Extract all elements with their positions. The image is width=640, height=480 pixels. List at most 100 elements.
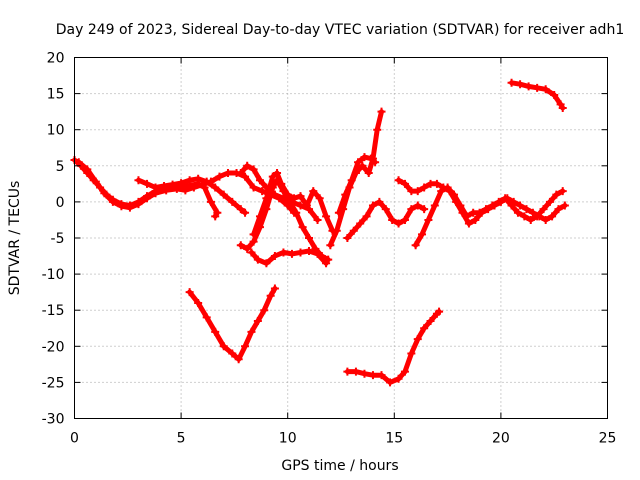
data-point	[302, 201, 311, 210]
data-point	[413, 187, 422, 196]
data-point	[400, 179, 409, 188]
data-point	[366, 154, 375, 163]
data-point	[211, 327, 220, 336]
data-point	[368, 201, 377, 210]
data-point	[296, 248, 305, 257]
data-point	[375, 197, 384, 206]
data-point	[125, 203, 134, 212]
data-point	[552, 190, 561, 199]
data-point	[215, 172, 224, 181]
data-point	[298, 223, 307, 232]
data-point	[545, 197, 554, 206]
data-point	[475, 208, 484, 217]
data-point	[142, 179, 151, 188]
data-point	[420, 205, 429, 214]
data-point	[533, 83, 542, 92]
data-point	[181, 186, 190, 195]
data-point	[243, 244, 252, 253]
data-point	[516, 80, 525, 89]
data-point	[258, 187, 267, 196]
series-track-6	[247, 246, 331, 268]
data-point	[520, 212, 529, 221]
data-point	[134, 176, 143, 185]
y-tick-label: 20	[47, 51, 65, 67]
data-point	[91, 177, 100, 186]
data-point	[243, 161, 252, 170]
series-track-3	[134, 174, 250, 217]
data-point	[266, 291, 275, 300]
data-point	[407, 205, 416, 214]
data-point	[134, 200, 143, 209]
data-point	[516, 201, 525, 210]
series-track-track-7	[251, 170, 335, 237]
data-point	[507, 201, 516, 210]
data-point	[548, 212, 557, 221]
data-point	[241, 172, 250, 181]
data-point	[558, 104, 567, 113]
data-point	[224, 169, 233, 178]
data-point	[194, 174, 203, 183]
data-point	[368, 371, 377, 380]
data-point	[322, 259, 331, 268]
data-point	[219, 342, 228, 351]
data-point	[430, 201, 439, 210]
data-point	[268, 172, 277, 181]
data-point	[262, 259, 271, 268]
data-point	[526, 215, 535, 224]
series-track-7	[249, 169, 337, 239]
data-point	[507, 78, 516, 87]
x-tick-label: 15	[385, 431, 403, 447]
data-point	[462, 212, 471, 221]
y-axis-label: SDTVAR / TECUs	[7, 181, 23, 296]
data-point	[100, 189, 109, 198]
data-point	[522, 205, 531, 214]
grid-lines	[74, 57, 608, 419]
data-point	[253, 317, 262, 326]
data-point	[394, 176, 403, 185]
data-point	[247, 248, 256, 257]
data-point	[413, 201, 422, 210]
data-point	[388, 215, 397, 224]
data-point	[296, 192, 305, 201]
data-point	[400, 367, 409, 376]
data-point	[108, 197, 117, 206]
data-point	[347, 176, 356, 185]
y-tick-label: -5	[51, 231, 65, 247]
data-point	[341, 190, 350, 199]
data-point	[315, 194, 324, 203]
x-tick-label: 5	[177, 431, 186, 447]
y-tick-label: 15	[47, 87, 65, 103]
data-point	[185, 176, 194, 185]
data-point	[371, 158, 380, 167]
data-point	[74, 158, 83, 167]
data-point	[360, 369, 369, 378]
data-point	[464, 219, 473, 228]
data-point	[313, 215, 322, 224]
data-point	[541, 85, 550, 94]
data-point	[539, 205, 548, 214]
data-point	[420, 183, 429, 192]
series-track-9	[334, 153, 380, 217]
data-point	[554, 205, 563, 214]
data-point	[400, 215, 409, 224]
data-point	[194, 298, 203, 307]
data-point	[253, 255, 262, 264]
data-point	[322, 212, 331, 221]
data-point	[394, 374, 403, 383]
data-point	[262, 194, 271, 203]
series-track-4	[236, 161, 322, 224]
series-track-15	[343, 307, 444, 387]
data-point	[234, 355, 243, 364]
data-point	[343, 234, 352, 242]
y-tick-label: -30	[42, 412, 65, 428]
data-point	[407, 349, 416, 358]
data-point	[219, 190, 228, 199]
data-point	[424, 215, 433, 224]
data-point	[362, 212, 371, 221]
data-point	[305, 234, 314, 242]
data-point	[550, 91, 559, 100]
data-point	[558, 187, 567, 196]
data-point	[501, 194, 510, 203]
series-track-14	[185, 284, 279, 364]
data-point	[435, 307, 444, 316]
